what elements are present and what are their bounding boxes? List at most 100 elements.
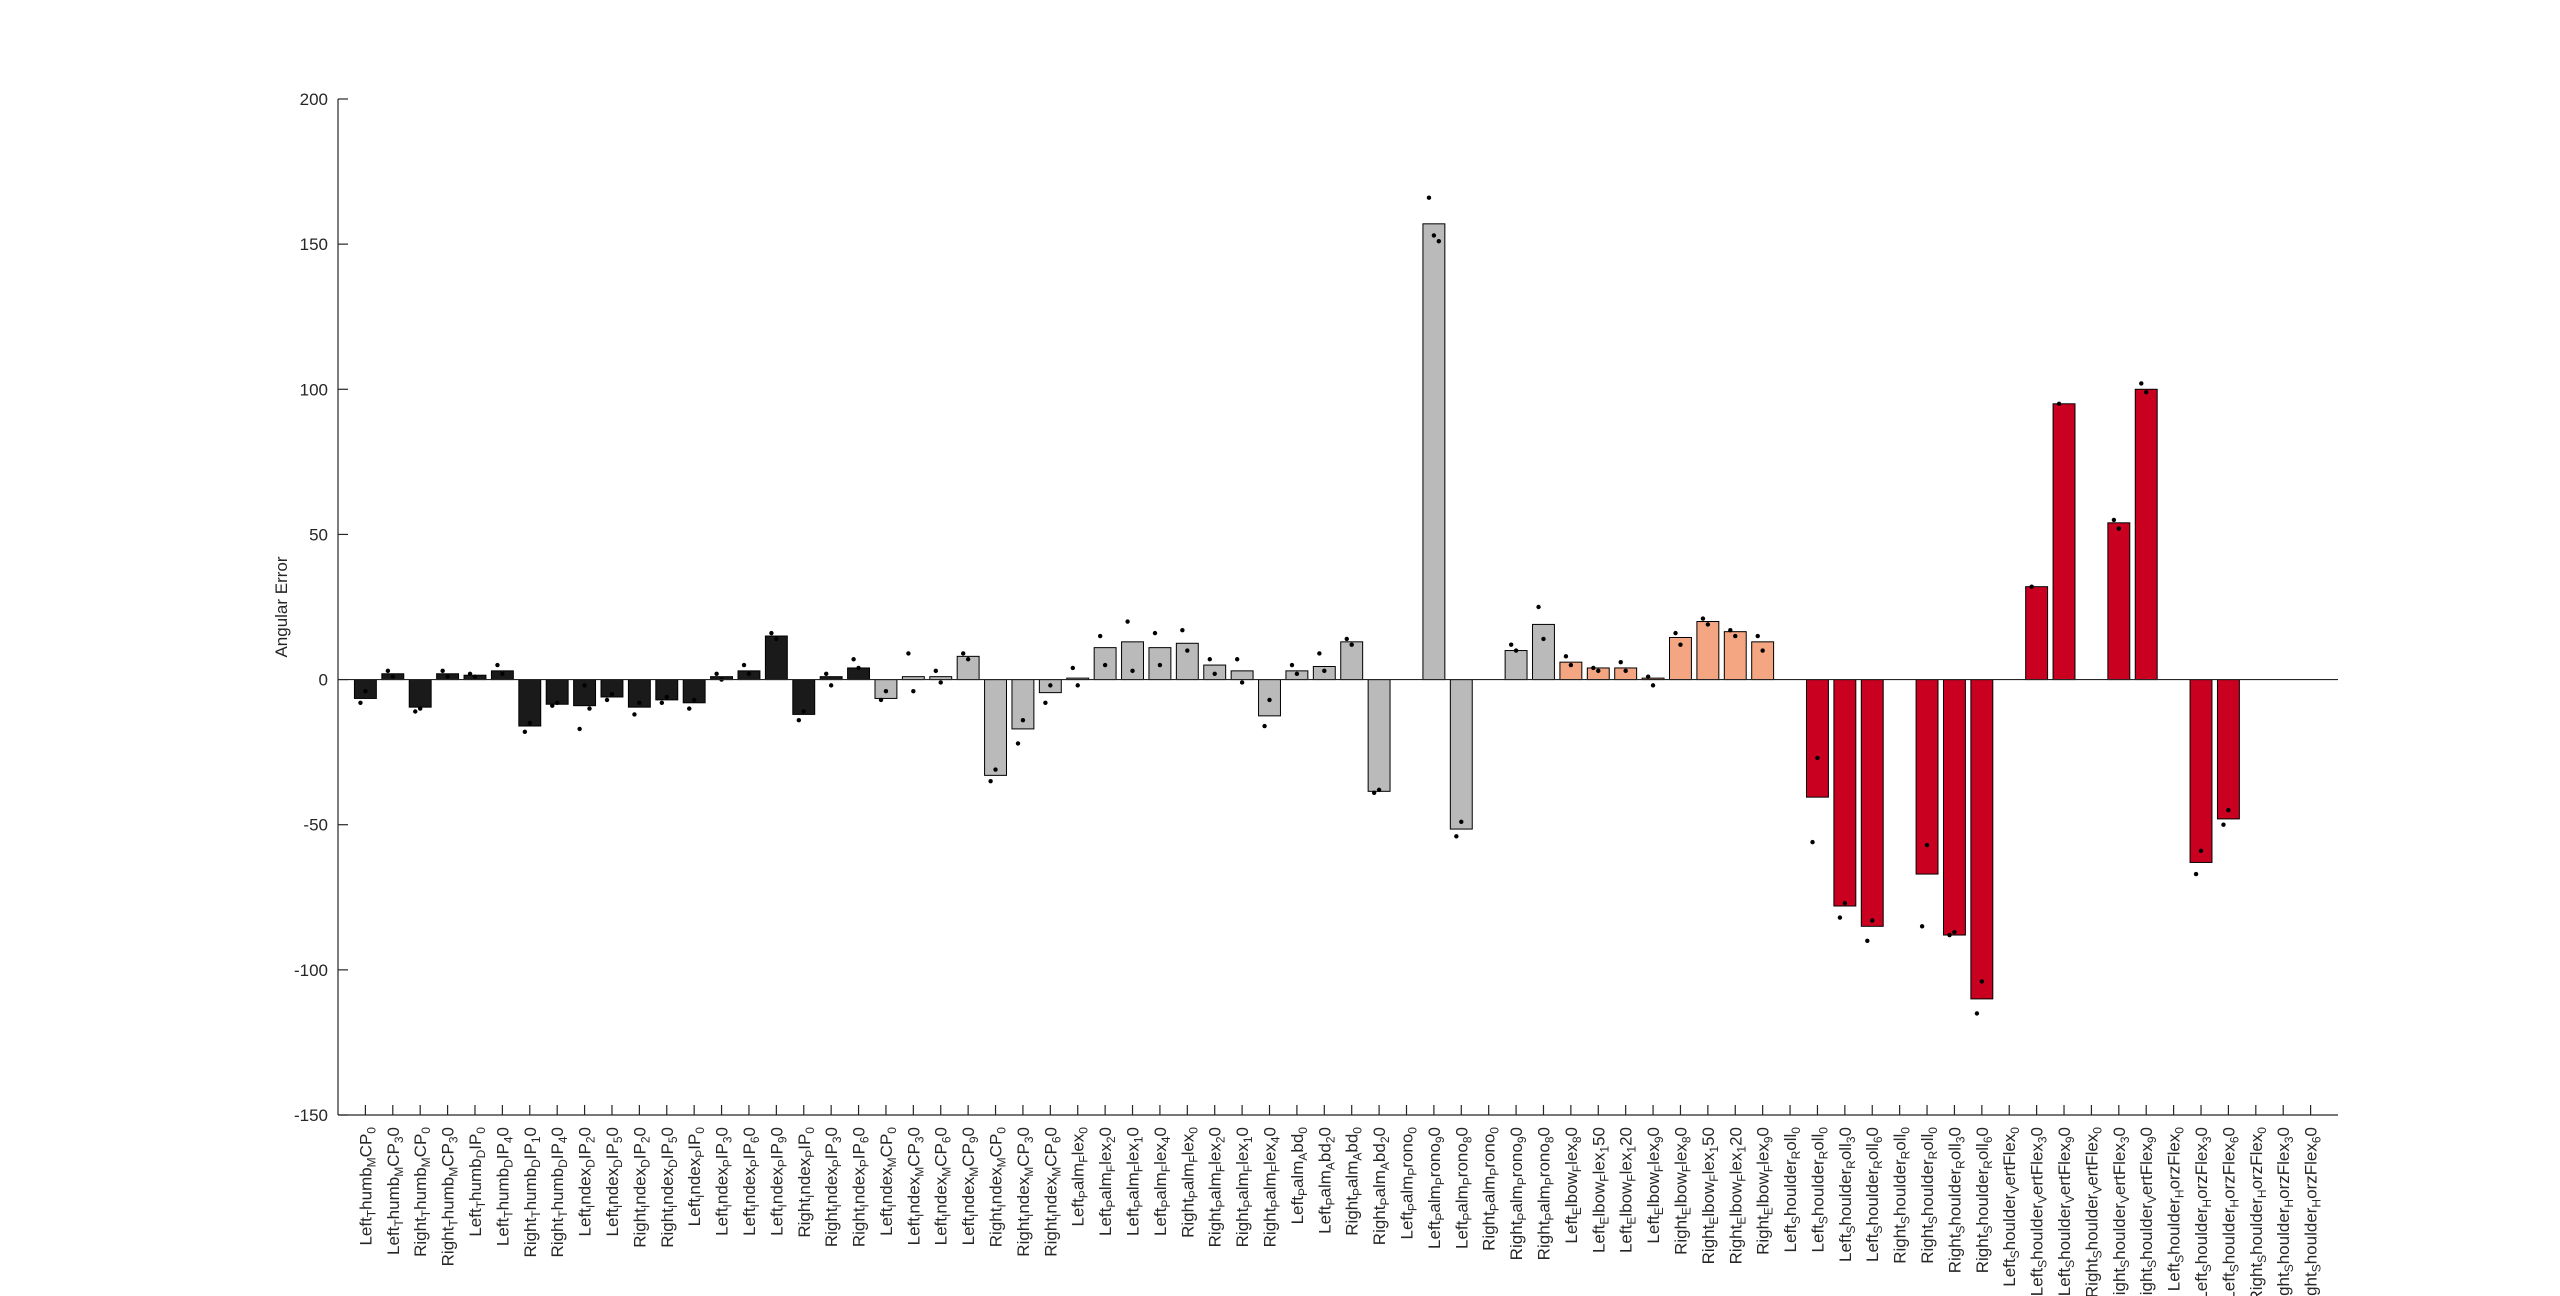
data-point bbox=[417, 706, 423, 711]
x-tick-label: RightElbowFlex120 bbox=[1726, 1127, 1748, 1264]
bar bbox=[1970, 679, 1994, 1000]
data-point bbox=[1048, 683, 1053, 688]
x-tick-label: LeftPalmFlex40 bbox=[1151, 1127, 1173, 1236]
x-tick-label: LeftIndexPIP60 bbox=[740, 1127, 762, 1236]
data-point bbox=[1645, 674, 1651, 679]
data-point bbox=[883, 688, 889, 694]
data-point bbox=[2116, 526, 2122, 531]
data-point bbox=[664, 694, 669, 700]
y-tick-label: -100 bbox=[294, 961, 328, 980]
x-tick-label: RightIndexDIP50 bbox=[658, 1127, 680, 1248]
data-point bbox=[554, 700, 560, 705]
data-point bbox=[1431, 233, 1437, 238]
y-tick-label: 150 bbox=[300, 235, 328, 254]
data-point bbox=[1733, 633, 1738, 639]
data-point bbox=[1212, 671, 1217, 676]
x-tick-label: LeftThumbDIP0 bbox=[466, 1127, 488, 1237]
x-tick-label: LeftIndexPIP30 bbox=[713, 1127, 735, 1236]
data-point bbox=[911, 688, 916, 694]
x-tick-label: RightIndexMCP30 bbox=[1014, 1127, 1036, 1257]
x-tick-label: RightIndexPIP0 bbox=[795, 1127, 817, 1238]
data-point bbox=[495, 662, 500, 668]
data-point bbox=[1185, 648, 1190, 653]
x-tick-label: LeftShoulderVertFlex90 bbox=[2055, 1127, 2077, 1296]
x-tick-label: RightShoulderRoll30 bbox=[1945, 1127, 1967, 1273]
data-point bbox=[1180, 628, 1185, 633]
data-point bbox=[1102, 662, 1108, 668]
data-point bbox=[522, 729, 528, 735]
y-tick-label: 200 bbox=[300, 90, 328, 109]
data-point bbox=[604, 697, 610, 703]
x-tick-label: LeftPalmProno80 bbox=[1452, 1127, 1474, 1249]
data-point bbox=[2139, 381, 2144, 386]
x-tick-label: RightShoulderRoll0 bbox=[1918, 1127, 1940, 1264]
bar bbox=[1860, 679, 1884, 927]
data-point bbox=[1591, 665, 1596, 671]
x-tick-label: RightPalmFlex40 bbox=[1261, 1127, 1283, 1247]
y-tick-label: -50 bbox=[303, 816, 328, 835]
x-tick-label: RightShoulderVertFlex0 bbox=[2082, 1127, 2104, 1296]
x-tick-label: LeftIndexDIP50 bbox=[603, 1127, 625, 1236]
data-point bbox=[1436, 239, 1442, 244]
bar bbox=[2052, 403, 2076, 681]
data-point bbox=[824, 671, 829, 676]
x-tick-label: RightThumbMCP30 bbox=[439, 1127, 461, 1266]
x-tick-label: LeftShoulderHorzFlex60 bbox=[2219, 1127, 2241, 1296]
data-point bbox=[1541, 636, 1546, 642]
data-point bbox=[1234, 657, 1240, 662]
x-tick-label: RightPalmAbd20 bbox=[1370, 1127, 1392, 1245]
x-tick-label: LeftIndexPIP90 bbox=[767, 1127, 789, 1236]
data-point bbox=[472, 674, 478, 679]
x-tick-label: LeftThumbMCP0 bbox=[356, 1127, 378, 1246]
x-tick-label: LeftShoulderRoll30 bbox=[1836, 1127, 1858, 1262]
data-point bbox=[1979, 979, 1985, 984]
data-point bbox=[637, 700, 642, 705]
x-tick-label: RightShoulderVertFlex90 bbox=[2137, 1127, 2159, 1296]
data-point bbox=[746, 671, 752, 676]
x-tick-label: RightPalmProno90 bbox=[1507, 1127, 1529, 1260]
data-point bbox=[1043, 700, 1048, 705]
data-point bbox=[2221, 822, 2226, 827]
x-tick-label: RightElbowFlex80 bbox=[1671, 1127, 1693, 1255]
x-tick-label: RightPalmAbd0 bbox=[1343, 1127, 1365, 1236]
data-point bbox=[856, 665, 861, 671]
data-point bbox=[828, 683, 834, 688]
x-tick-label: RightPalmFlex0 bbox=[1178, 1127, 1200, 1238]
data-point bbox=[445, 674, 450, 679]
data-point bbox=[687, 706, 692, 711]
data-point bbox=[988, 778, 993, 784]
data-point bbox=[1952, 929, 1957, 935]
y-tick-label: 50 bbox=[309, 525, 328, 544]
x-tick-label: LeftElbowFlex120 bbox=[1617, 1127, 1639, 1253]
x-tick-label: LeftThumbDIP40 bbox=[493, 1127, 515, 1246]
data-point bbox=[1870, 918, 1875, 923]
data-point bbox=[1623, 668, 1628, 674]
data-point bbox=[467, 671, 473, 676]
data-point bbox=[1513, 648, 1519, 653]
data-point bbox=[358, 700, 363, 705]
x-tick-label: LeftThumbMCP30 bbox=[384, 1127, 406, 1255]
x-tick-label: LeftPalmFlex20 bbox=[1096, 1127, 1118, 1236]
bar bbox=[764, 635, 788, 681]
x-tick-label: LeftElbowFlex90 bbox=[1644, 1127, 1666, 1244]
x-tick-label: RightIndexPIP30 bbox=[822, 1127, 844, 1247]
x-tick-label: RightShoulderHorzFlex30 bbox=[2274, 1127, 2296, 1296]
bar bbox=[1422, 223, 1446, 681]
data-point bbox=[1371, 790, 1377, 795]
data-point bbox=[774, 636, 779, 642]
x-tick-label: LeftShoulderHorzFlex30 bbox=[2192, 1127, 2214, 1296]
bar bbox=[792, 679, 816, 715]
data-point bbox=[2144, 389, 2149, 395]
data-point bbox=[1508, 642, 1514, 647]
x-tick-label: LeftPalmAbd0 bbox=[1288, 1127, 1310, 1225]
bar bbox=[2025, 586, 2049, 681]
data-point bbox=[1322, 668, 1327, 674]
data-point bbox=[1262, 723, 1267, 729]
bar bbox=[1340, 641, 1364, 681]
data-point bbox=[933, 668, 939, 674]
data-point bbox=[1618, 659, 1623, 665]
x-tick-label: RightPalmFlex20 bbox=[1206, 1127, 1228, 1247]
data-point bbox=[440, 668, 445, 674]
